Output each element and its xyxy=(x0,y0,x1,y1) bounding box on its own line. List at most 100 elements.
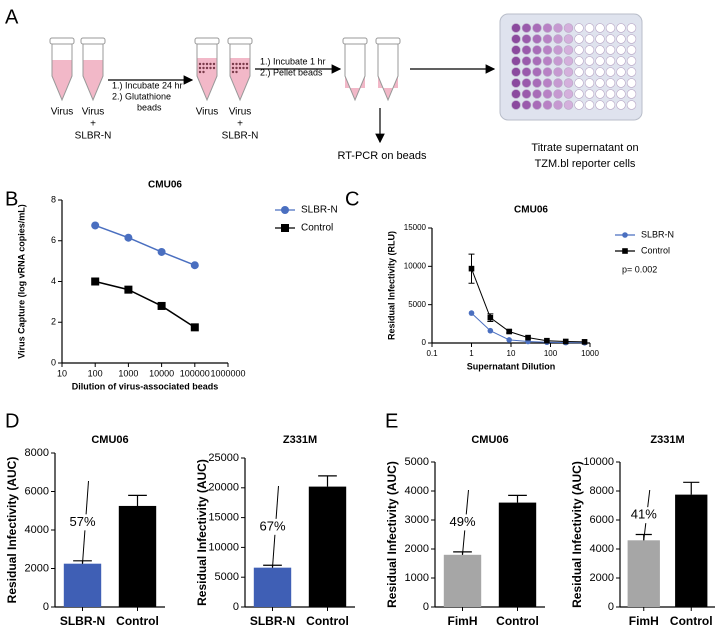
x-tick-label: FimH xyxy=(448,614,478,628)
well xyxy=(574,67,584,77)
well xyxy=(511,56,521,66)
well xyxy=(532,23,542,33)
y-tick-label: 4000 xyxy=(25,524,49,536)
well xyxy=(511,67,521,77)
bead xyxy=(231,66,235,70)
bead xyxy=(212,66,216,70)
well xyxy=(563,78,574,88)
legend-label: SLBR-N xyxy=(641,229,674,239)
well xyxy=(511,23,521,33)
x-tick-label: 100000 xyxy=(180,368,210,378)
readout-label: Titrate supernatant on xyxy=(531,142,638,154)
bead xyxy=(205,62,209,66)
y-tick-label: 6 xyxy=(51,235,56,245)
point xyxy=(506,328,512,335)
well xyxy=(532,100,542,110)
bead xyxy=(212,62,216,66)
well xyxy=(616,56,626,66)
well xyxy=(521,45,532,55)
annotation: 41% xyxy=(631,507,657,522)
well xyxy=(626,45,637,55)
point xyxy=(91,221,100,230)
well xyxy=(532,78,542,88)
y-axis-label: Residual Infectivity (AUC) xyxy=(570,461,584,608)
bead xyxy=(245,66,249,70)
x-tick-label: SLBR-N xyxy=(60,614,105,628)
well xyxy=(626,89,637,99)
tube-label: Virus xyxy=(82,107,105,118)
well xyxy=(626,67,637,77)
well xyxy=(532,45,542,55)
well xyxy=(605,78,616,88)
well xyxy=(574,56,584,66)
y-tick-label: 6000 xyxy=(25,485,49,497)
bar xyxy=(443,554,482,607)
y-tick-label: 2000 xyxy=(25,562,49,574)
error-bar xyxy=(508,494,527,503)
tube-body xyxy=(196,43,218,102)
panel-letter: D xyxy=(5,410,19,432)
error-bar xyxy=(128,494,147,506)
well xyxy=(605,56,616,66)
well xyxy=(521,89,532,99)
tube xyxy=(80,37,106,102)
bead xyxy=(242,62,245,66)
y-tick-label: 0 xyxy=(233,601,239,613)
well xyxy=(626,34,637,44)
bead xyxy=(198,70,202,74)
y-tick-label: 5000 xyxy=(408,300,426,309)
y-tick-label: 15000 xyxy=(404,223,427,232)
tube-liquid xyxy=(230,58,250,100)
well xyxy=(584,78,595,88)
tube-liquid xyxy=(52,60,72,100)
bead xyxy=(235,62,238,66)
tube-body xyxy=(82,43,104,102)
tube-label: + xyxy=(237,119,243,130)
well xyxy=(584,56,595,66)
well xyxy=(563,89,574,99)
x-tick-label: 1000 xyxy=(581,349,599,358)
tube-body xyxy=(377,43,399,102)
point xyxy=(91,277,100,286)
bead xyxy=(238,66,242,70)
well xyxy=(595,89,605,99)
point xyxy=(581,339,588,345)
bead xyxy=(238,62,242,66)
step-label: 2.) Pellet beads xyxy=(260,67,323,77)
x-tick-label: 0.1 xyxy=(426,349,438,358)
well xyxy=(532,89,542,99)
well xyxy=(521,100,532,110)
tube-cap xyxy=(342,37,368,45)
bead xyxy=(245,62,249,66)
well xyxy=(553,67,563,77)
y-tick-label: 2000 xyxy=(405,543,429,555)
bead xyxy=(209,62,212,66)
well xyxy=(542,45,553,55)
bead xyxy=(202,70,205,74)
chart-title: Z331M xyxy=(650,434,684,446)
annotation: 49% xyxy=(449,514,475,529)
y-tick-label: 10000 xyxy=(208,541,239,553)
tube-liquid xyxy=(378,76,398,100)
well xyxy=(584,34,595,44)
bead xyxy=(209,66,212,70)
annotation: 57% xyxy=(69,514,95,529)
y-tick-label: 5000 xyxy=(405,456,429,468)
well xyxy=(532,56,542,66)
legend-marker xyxy=(281,224,289,232)
x-tick-label: Control xyxy=(116,614,159,628)
y-tick-label: 4000 xyxy=(590,543,614,555)
y-tick-label: 0 xyxy=(422,338,427,347)
well xyxy=(542,67,553,77)
well xyxy=(626,23,637,33)
y-tick-label: 3000 xyxy=(405,514,429,526)
series-line xyxy=(94,224,196,266)
x-tick-label: 1000000 xyxy=(210,368,245,378)
point xyxy=(468,265,475,272)
well xyxy=(595,56,605,66)
well xyxy=(595,23,605,33)
tube-label: Virus xyxy=(196,107,219,118)
well xyxy=(542,23,553,33)
well xyxy=(605,100,616,110)
tube-cap xyxy=(375,37,401,45)
